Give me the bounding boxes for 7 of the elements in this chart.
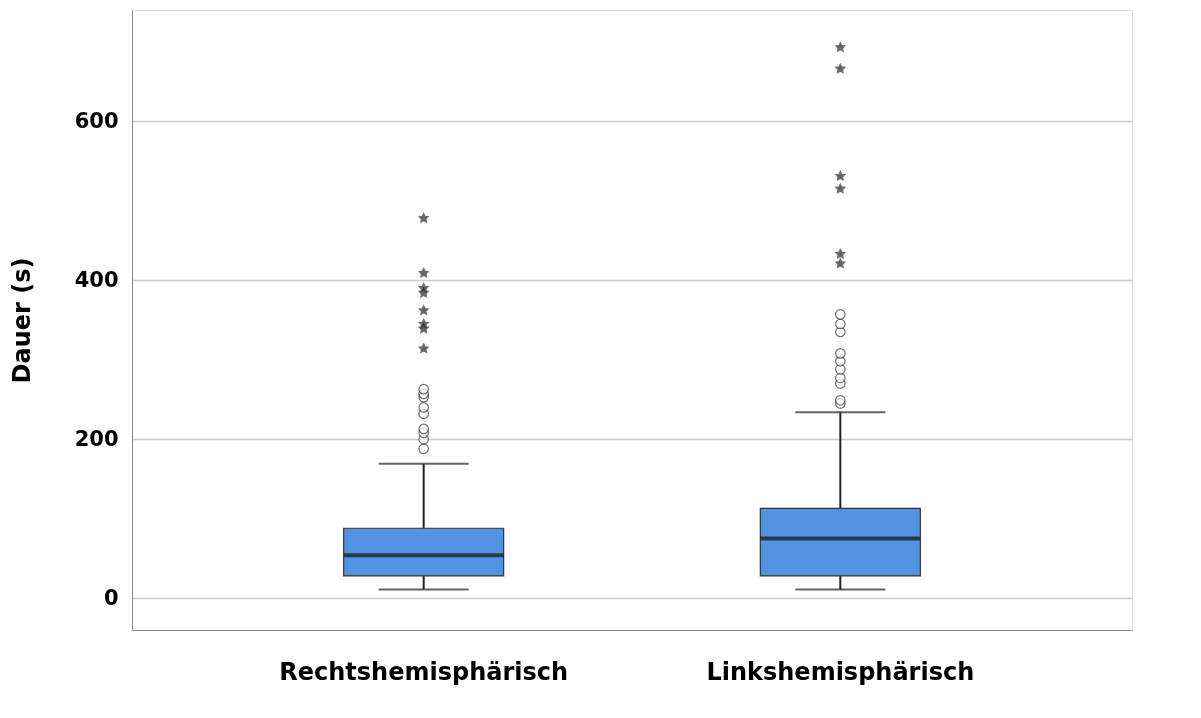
y-tick-label: 600 — [74, 108, 119, 133]
y-tick-label: 0 — [103, 585, 119, 610]
y-tick-label: 200 — [74, 426, 119, 451]
y-axis-title: Dauer (s) — [7, 257, 36, 384]
x-tick-label: Rechtshemisphärisch — [279, 657, 569, 686]
x-tick-label: Linkshemisphärisch — [706, 657, 975, 686]
y-tick-label: 400 — [74, 267, 119, 292]
